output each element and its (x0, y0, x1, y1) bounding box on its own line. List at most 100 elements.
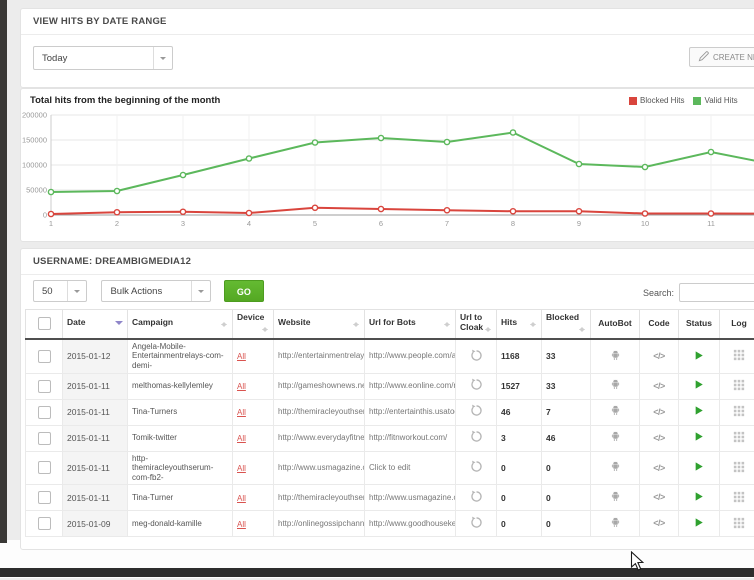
search-input[interactable] (679, 283, 754, 302)
log-grid-icon[interactable] (733, 349, 745, 363)
row-checkbox[interactable] (37, 431, 51, 445)
autobot-android-icon[interactable] (609, 380, 622, 393)
cloak-refresh-icon[interactable] (470, 349, 483, 364)
column-header-url-for-bots[interactable]: Url for Bots (364, 308, 456, 340)
status-play-icon[interactable] (694, 462, 704, 474)
cell-url-for-bots: http://www.eonline.com/n... (364, 372, 456, 400)
column-header-code: Code (639, 308, 679, 340)
row-checkbox[interactable] (37, 491, 51, 505)
column-header-website[interactable]: Website (273, 308, 365, 340)
svg-text:7: 7 (445, 219, 449, 228)
cloak-refresh-icon[interactable] (470, 490, 483, 505)
column-header-log: Log (719, 308, 754, 340)
code-icon[interactable]: </> (653, 462, 665, 473)
device-link[interactable]: All (237, 381, 246, 391)
cell-date: 2015-01-11 (62, 424, 128, 452)
code-icon[interactable]: </> (653, 350, 665, 361)
cell-website: http://gameshownews.net (273, 372, 365, 400)
cell-url-for-bots: http://www.people.com/ar... (364, 338, 456, 374)
svg-text:9: 9 (577, 219, 581, 228)
device-link[interactable]: All (237, 407, 246, 417)
sort-desc-icon (115, 321, 123, 329)
hits-line-chart: 050000100000150000200000123456789101112 (22, 111, 754, 228)
cell-date: 2015-01-11 (62, 398, 128, 426)
log-grid-icon[interactable] (733, 461, 745, 475)
code-icon[interactable]: </> (653, 492, 665, 503)
cloak-refresh-icon[interactable] (470, 460, 483, 475)
legend-label: Valid Hits (704, 96, 738, 105)
svg-text:50000: 50000 (26, 186, 47, 195)
cell-url-for-bots: Click to edit (364, 450, 456, 486)
column-header-blocked[interactable]: Blocked (541, 308, 591, 340)
status-play-icon[interactable] (694, 492, 704, 504)
log-grid-icon[interactable] (733, 405, 745, 419)
cell-blocked: 0 (541, 450, 591, 486)
device-link[interactable]: All (237, 463, 246, 473)
code-icon[interactable]: </> (653, 406, 665, 417)
autobot-android-icon[interactable] (609, 406, 622, 419)
status-play-icon[interactable] (694, 518, 704, 530)
cell-website: http://www.everydayfitnes... (273, 424, 365, 452)
date-range-select[interactable]: Today (33, 46, 173, 70)
cloak-refresh-icon[interactable] (470, 405, 483, 419)
legend-item[interactable]: Blocked Hits (629, 96, 684, 105)
cloak-refresh-icon[interactable] (470, 431, 483, 445)
code-icon[interactable]: </> (653, 380, 665, 391)
row-checkbox[interactable] (37, 379, 51, 393)
autobot-android-icon[interactable] (609, 517, 622, 531)
bulk-actions-select[interactable]: Bulk Actions (101, 280, 212, 302)
per-page-value: 50 (42, 285, 53, 297)
table-header-row: Date Campaign Device Website Url for Bots Url… (25, 308, 754, 340)
cell-website: http://themiracleyouthser... (273, 398, 365, 426)
log-grid-icon[interactable] (733, 379, 745, 393)
column-header-campaign[interactable]: Campaign (127, 308, 233, 340)
row-checkbox[interactable] (37, 349, 51, 363)
row-checkbox[interactable] (37, 517, 51, 531)
row-checkbox[interactable] (37, 405, 51, 419)
log-grid-icon[interactable] (733, 431, 745, 445)
cloak-refresh-icon[interactable] (470, 516, 483, 531)
autobot-android-icon[interactable] (609, 350, 622, 364)
username-title: USERNAME: DREAMBIGMEDIA12 (21, 249, 754, 275)
per-page-select[interactable]: 50 (33, 280, 87, 302)
cell-date: 2015-01-11 (62, 450, 128, 486)
go-button[interactable]: GO (223, 280, 264, 302)
legend-swatch (693, 96, 702, 105)
status-play-icon[interactable] (694, 350, 704, 363)
hits-chart-panel: Total hits from the beginning of the mon… (20, 88, 754, 242)
code-icon[interactable]: </> (653, 518, 665, 529)
log-grid-icon[interactable] (733, 491, 745, 505)
sort-icon (262, 324, 269, 335)
column-header-hits[interactable]: Hits (496, 308, 542, 340)
status-play-icon[interactable] (694, 406, 704, 418)
column-header-date[interactable]: Date (62, 308, 128, 340)
code-icon[interactable]: </> (653, 432, 665, 443)
cell-hits: 46 (496, 398, 542, 426)
table-row: 2015-01-11 Tomik-twitter All http://www.… (25, 424, 754, 452)
cell-url-for-bots: http://www.goodhousekee... (364, 510, 456, 538)
cell-campaign: melthomas-kellylemley (127, 372, 233, 400)
device-link[interactable]: All (237, 493, 246, 503)
autobot-android-icon[interactable] (609, 432, 622, 445)
svg-text:8: 8 (511, 219, 515, 228)
select-all-checkbox[interactable] (37, 317, 51, 331)
create-new-campaign-button[interactable]: CREATE NEW CAMPAIGN (689, 47, 754, 67)
status-play-icon[interactable] (694, 432, 704, 444)
cell-blocked: 7 (541, 398, 591, 426)
svg-text:1: 1 (49, 219, 53, 228)
device-link[interactable]: All (237, 351, 246, 361)
column-header-url-to-cloak[interactable]: Url to Cloak (455, 308, 497, 340)
cell-hits: 0 (496, 484, 542, 512)
legend-swatch (629, 96, 637, 105)
device-link[interactable]: All (237, 433, 246, 443)
autobot-android-icon[interactable] (609, 491, 622, 505)
log-grid-icon[interactable] (733, 517, 745, 531)
column-header-device[interactable]: Device (232, 308, 274, 340)
autobot-android-icon[interactable] (609, 462, 622, 475)
row-checkbox[interactable] (37, 461, 51, 475)
status-play-icon[interactable] (694, 380, 704, 392)
legend-item[interactable]: Valid Hits (693, 96, 738, 105)
cloak-refresh-icon[interactable] (470, 379, 483, 393)
create-new-campaign-label: CREATE NEW CAMPAIGN (713, 52, 754, 62)
device-link[interactable]: All (237, 519, 246, 529)
